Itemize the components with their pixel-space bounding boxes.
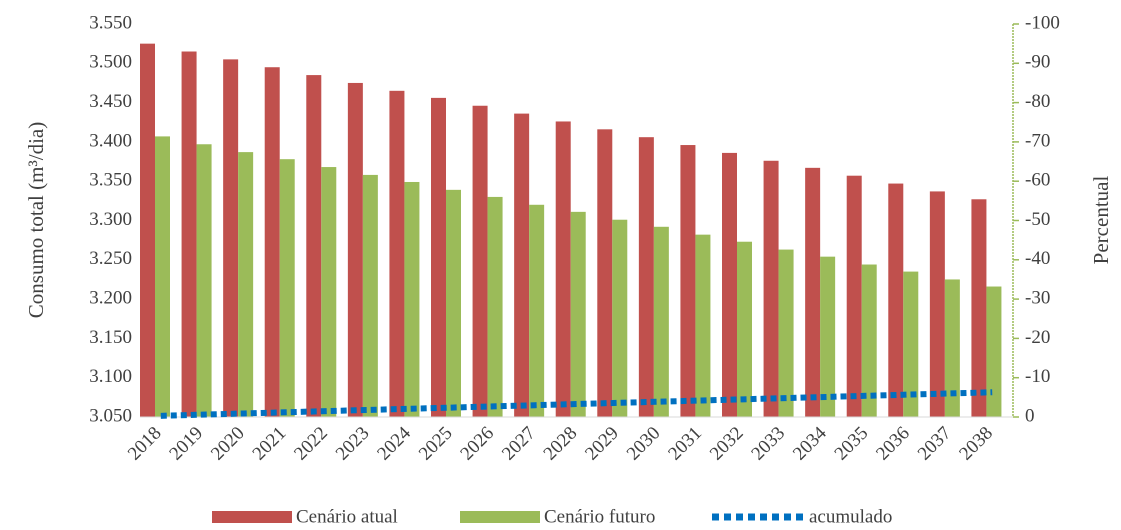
y-tick-label: 3.450	[89, 91, 132, 112]
legend-swatch	[460, 511, 540, 523]
bar	[431, 97, 446, 417]
bar	[805, 167, 821, 417]
y-tick-label: 3.050	[89, 405, 132, 426]
y-tick-label: 3.300	[89, 209, 132, 230]
y-tick-label: 3.200	[89, 287, 132, 308]
bar	[472, 105, 488, 417]
y2-tick-label: -70	[1025, 130, 1050, 151]
legend-swatch	[212, 511, 292, 523]
bar	[264, 67, 280, 417]
bar	[279, 159, 295, 417]
bar	[196, 144, 212, 417]
legend-label: Cenário atual	[296, 506, 398, 527]
bar	[820, 256, 836, 417]
bar	[778, 249, 794, 417]
x-tick-label: 2031	[664, 423, 706, 465]
bar	[389, 90, 405, 417]
y2-axis-title: Percentual	[1089, 176, 1113, 265]
y2-tick-label: -60	[1025, 170, 1050, 191]
y2-tick-label: -10	[1025, 366, 1050, 387]
bar	[555, 121, 571, 418]
bar	[597, 129, 613, 417]
x-tick-label: 2019	[165, 423, 207, 465]
bar	[638, 137, 654, 417]
bar	[888, 183, 904, 417]
x-tick-label: 2027	[498, 423, 540, 465]
bar	[487, 196, 503, 417]
bar	[347, 82, 363, 417]
y-tick-label: 3.500	[89, 52, 132, 73]
x-tick-label: 2022	[290, 423, 332, 465]
x-tick-label: 2018	[124, 423, 166, 465]
y-tick-label: 3.350	[89, 170, 132, 191]
bar	[155, 136, 170, 417]
bar	[846, 175, 862, 417]
x-tick-label: 2032	[706, 423, 748, 465]
y-tick-label: 3.550	[89, 12, 132, 33]
bar	[181, 51, 197, 417]
line-series	[160, 389, 993, 419]
bar	[944, 279, 960, 417]
y2-tick-label: -30	[1025, 287, 1050, 308]
y2-tick-label: -50	[1025, 209, 1050, 230]
bar	[238, 152, 254, 418]
bar	[929, 191, 945, 417]
bar	[861, 264, 877, 417]
bar	[223, 59, 239, 418]
legend-label: Cenário futuro	[544, 506, 655, 527]
bar	[695, 234, 711, 417]
bar	[446, 189, 461, 417]
x-tick-label: 2036	[872, 423, 914, 465]
y2-tick-label: -100	[1025, 12, 1060, 33]
x-tick-label: 2020	[207, 423, 249, 465]
bar	[986, 286, 1002, 417]
y2-tick-label: -40	[1025, 248, 1050, 269]
x-tick-label: 2037	[914, 423, 956, 465]
bar	[612, 219, 628, 417]
x-tick-label: 2024	[373, 422, 415, 464]
bar	[140, 43, 155, 418]
bar	[653, 226, 669, 417]
bar	[971, 199, 987, 417]
bar	[903, 271, 919, 417]
x-tick-label: 2038	[955, 423, 997, 465]
x-tick-label: 2035	[831, 423, 873, 465]
bar	[362, 174, 378, 417]
legend-label: acumulado	[809, 506, 892, 527]
x-tick-label: 2030	[623, 423, 665, 465]
bar	[763, 160, 779, 417]
bar	[321, 167, 337, 417]
y-tick-label: 3.400	[89, 130, 132, 151]
x-tick-label: 2026	[456, 423, 498, 465]
bar	[306, 75, 322, 417]
bar	[404, 181, 420, 417]
bar	[514, 113, 530, 417]
bar	[737, 241, 752, 417]
x-tick-label: 2034	[789, 422, 831, 464]
y2-tick-label: -90	[1025, 52, 1050, 73]
bar	[529, 204, 545, 417]
x-tick-label: 2021	[249, 423, 291, 465]
y2-tick-label: -20	[1025, 327, 1050, 348]
y2-tick-label: -80	[1025, 91, 1050, 112]
y-axis-title: Consumo total (m³/dia)	[24, 122, 48, 318]
y2-tick-label: 0	[1025, 405, 1035, 426]
x-tick-label: 2028	[540, 423, 582, 465]
x-tick-label: 2029	[581, 423, 623, 465]
x-tick-label: 2025	[415, 423, 457, 465]
bar	[722, 152, 737, 418]
x-tick-label: 2033	[747, 423, 789, 465]
y-tick-label: 3.150	[89, 327, 132, 348]
bar	[680, 145, 696, 417]
bar	[570, 211, 586, 417]
x-tick-label: 2023	[332, 423, 374, 465]
y-tick-label: 3.250	[89, 248, 132, 269]
y-tick-label: 3.100	[89, 366, 132, 387]
